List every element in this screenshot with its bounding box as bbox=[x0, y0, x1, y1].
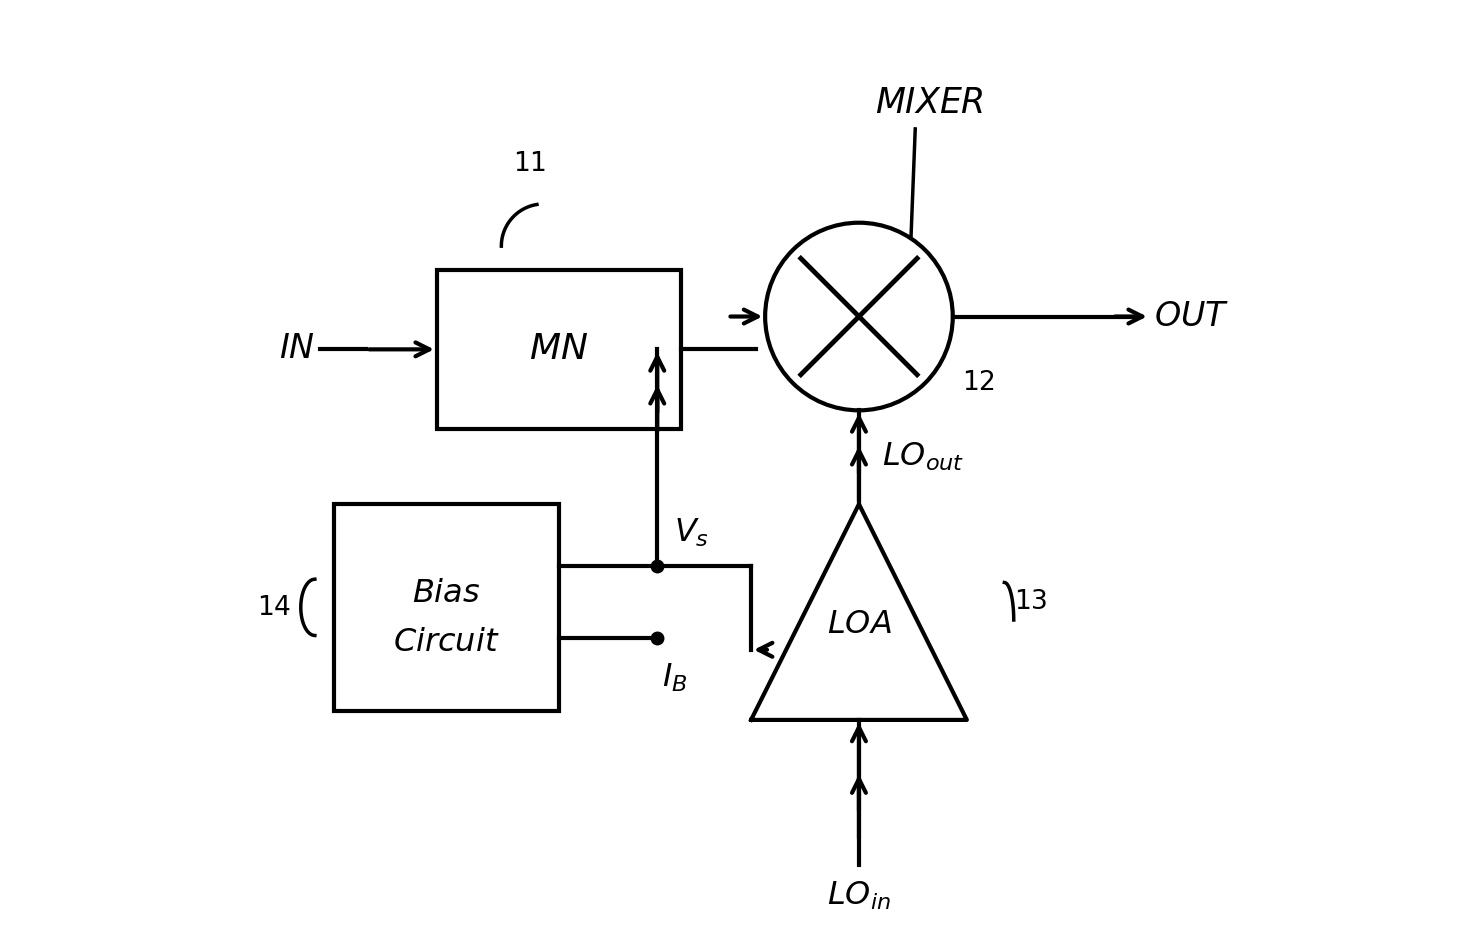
Text: $\mathit{I_B}$: $\mathit{I_B}$ bbox=[662, 662, 687, 694]
Text: $\mathit{13}$: $\mathit{13}$ bbox=[1014, 588, 1047, 614]
Text: $\mathit{IN}$: $\mathit{IN}$ bbox=[279, 333, 315, 366]
Text: $\mathit{LOA}$: $\mathit{LOA}$ bbox=[827, 609, 892, 641]
Bar bbox=[436, 269, 681, 429]
Text: $\mathit{MIXER}$: $\mathit{MIXER}$ bbox=[876, 86, 983, 120]
Bar bbox=[333, 505, 559, 710]
Text: $\mathit{OUT}$: $\mathit{OUT}$ bbox=[1154, 301, 1229, 332]
Text: $\mathit{12}$: $\mathit{12}$ bbox=[963, 369, 995, 395]
Text: $\mathit{14}$: $\mathit{14}$ bbox=[258, 595, 292, 620]
Text: $\mathit{LO_{out}}$: $\mathit{LO_{out}}$ bbox=[883, 441, 965, 473]
Text: $\mathit{LO_{in}}$: $\mathit{LO_{in}}$ bbox=[827, 880, 890, 912]
Text: $\mathit{Circuit}$: $\mathit{Circuit}$ bbox=[394, 627, 500, 659]
Circle shape bbox=[765, 223, 952, 410]
Text: $\mathit{11}$: $\mathit{11}$ bbox=[513, 150, 545, 176]
Text: $\mathit{Bias}$: $\mathit{Bias}$ bbox=[411, 578, 481, 608]
Text: $\mathit{V_s}$: $\mathit{V_s}$ bbox=[674, 517, 709, 549]
Text: $\mathit{MN}$: $\mathit{MN}$ bbox=[529, 332, 588, 367]
